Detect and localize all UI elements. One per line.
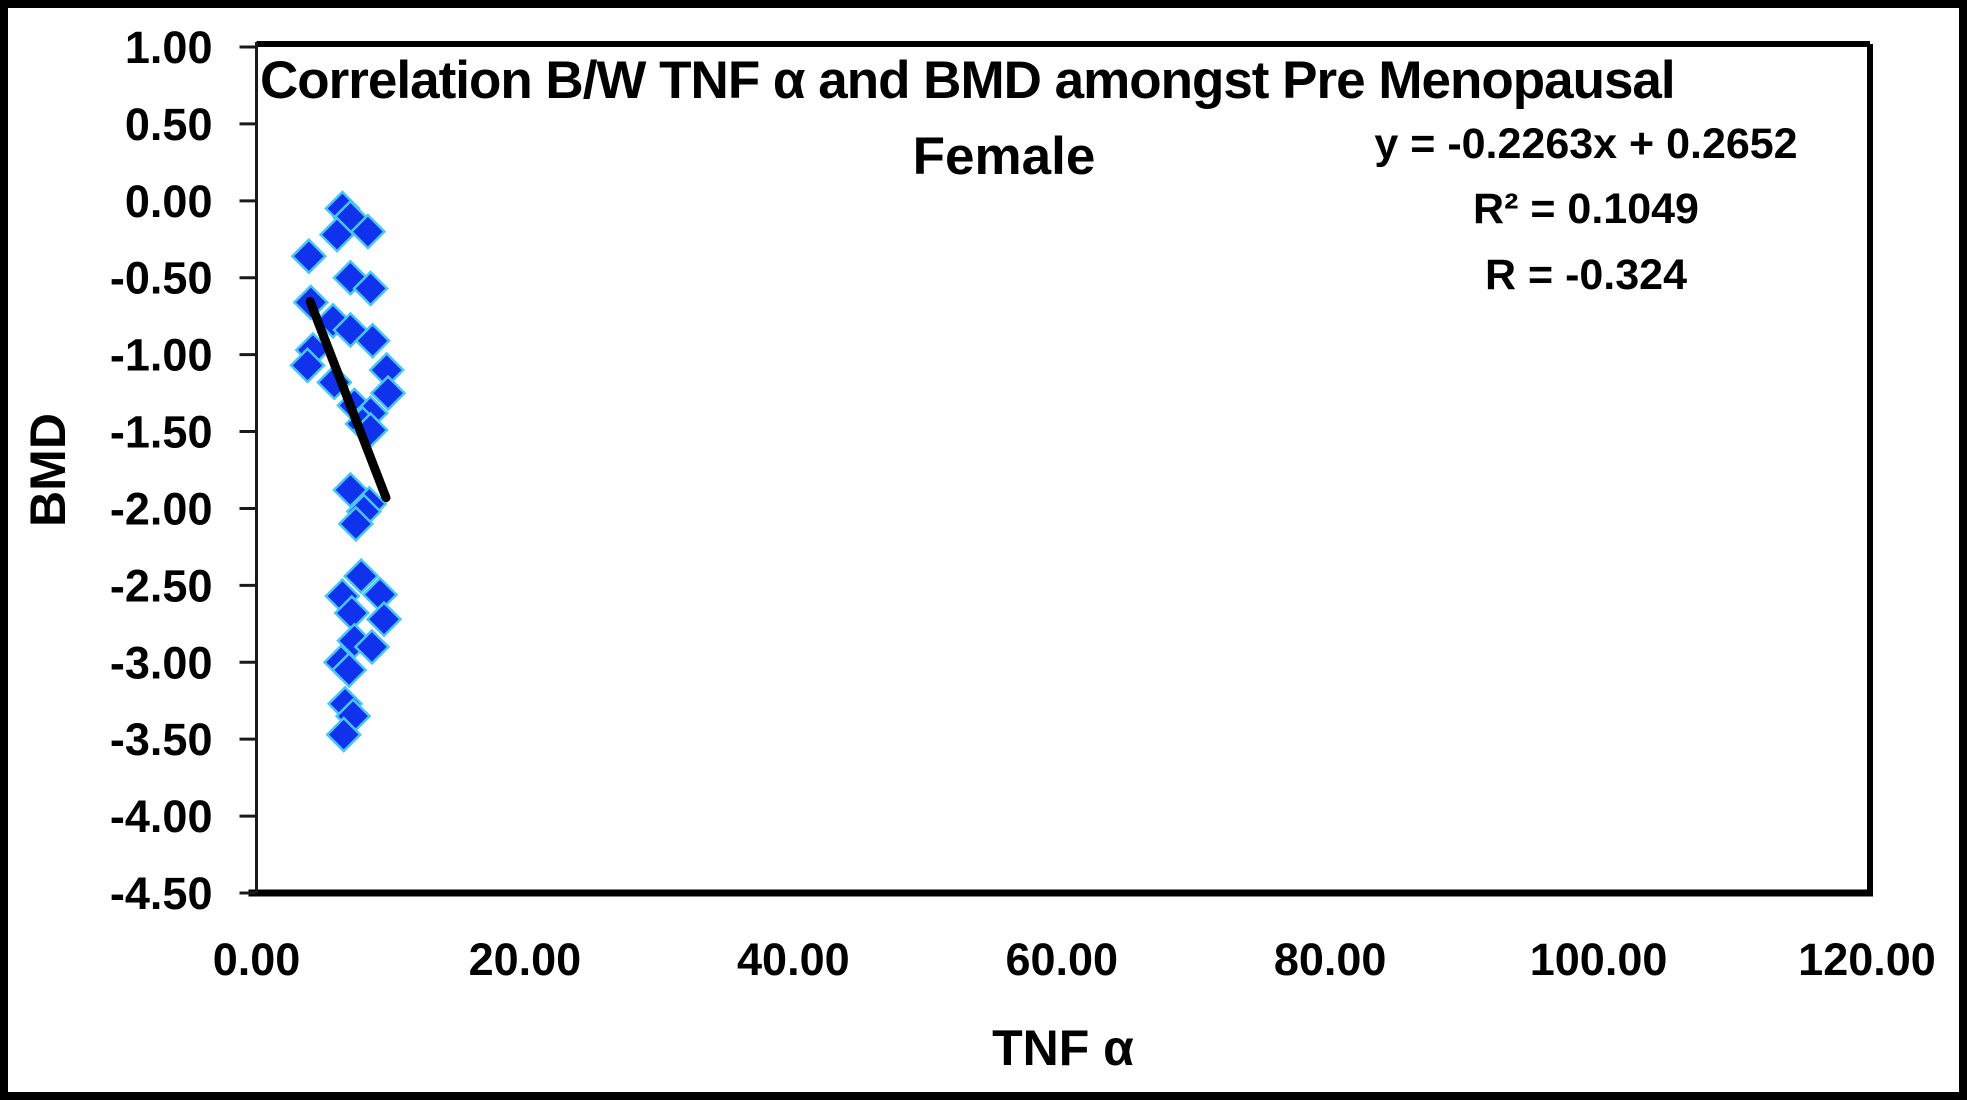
chart-title-line1: Correlation B/W TNF α and BMD amongst Pr…	[260, 51, 1676, 110]
scatter-plot: 1.00 0.50 0.00 -0.50 -1.00 -1.50 -2.00 -2.50 -3.…	[110, 22, 1936, 985]
x-tick-label: 0.00	[213, 934, 301, 985]
data-point	[318, 216, 356, 253]
x-tick-label: 80.00	[1274, 934, 1387, 985]
y-tick-label: -3.50	[110, 714, 213, 765]
data-point	[342, 557, 380, 595]
data-point	[365, 600, 403, 638]
x-axis-title: TNF α	[992, 1020, 1134, 1076]
data-point	[325, 716, 363, 753]
x-tick-label: 40.00	[737, 934, 850, 985]
trendline	[305, 297, 391, 503]
r-squared-label: R² = 0.1049	[1473, 185, 1699, 233]
y-tick-label: -1.50	[110, 407, 213, 458]
data-point	[337, 505, 375, 543]
data-point	[352, 270, 389, 307]
y-tick-label: 0.00	[125, 176, 213, 227]
data-point	[349, 213, 387, 250]
x-tick-label: 100.00	[1530, 934, 1668, 985]
y-tick-label: 0.50	[125, 99, 213, 150]
y-tick-label: -4.50	[110, 868, 213, 919]
data-point	[290, 237, 328, 275]
y-tick-label: -3.00	[110, 637, 213, 688]
data-point	[369, 374, 407, 412]
y-tick-label: -0.50	[110, 253, 213, 304]
y-axis-title: BMD	[20, 413, 76, 527]
data-point	[353, 628, 391, 666]
trendline-equation-label: y = -0.2263x + 0.2652	[1374, 120, 1798, 168]
y-tick-label: -4.00	[110, 791, 213, 842]
y-tick-label: 1.00	[125, 22, 213, 73]
chart-title-line2: Female	[912, 127, 1096, 186]
data-point	[330, 651, 368, 689]
data-point	[354, 322, 391, 360]
data-point	[289, 347, 326, 384]
y-tick-label: -1.00	[110, 330, 213, 381]
x-tick-label: 60.00	[1005, 934, 1118, 985]
r-value-label: R = -0.324	[1485, 251, 1687, 299]
x-tick-label: 120.00	[1798, 934, 1936, 985]
y-tick-label: -2.00	[110, 483, 213, 534]
y-tick-label: -2.50	[110, 560, 213, 611]
x-tick-label: 20.00	[469, 934, 582, 985]
